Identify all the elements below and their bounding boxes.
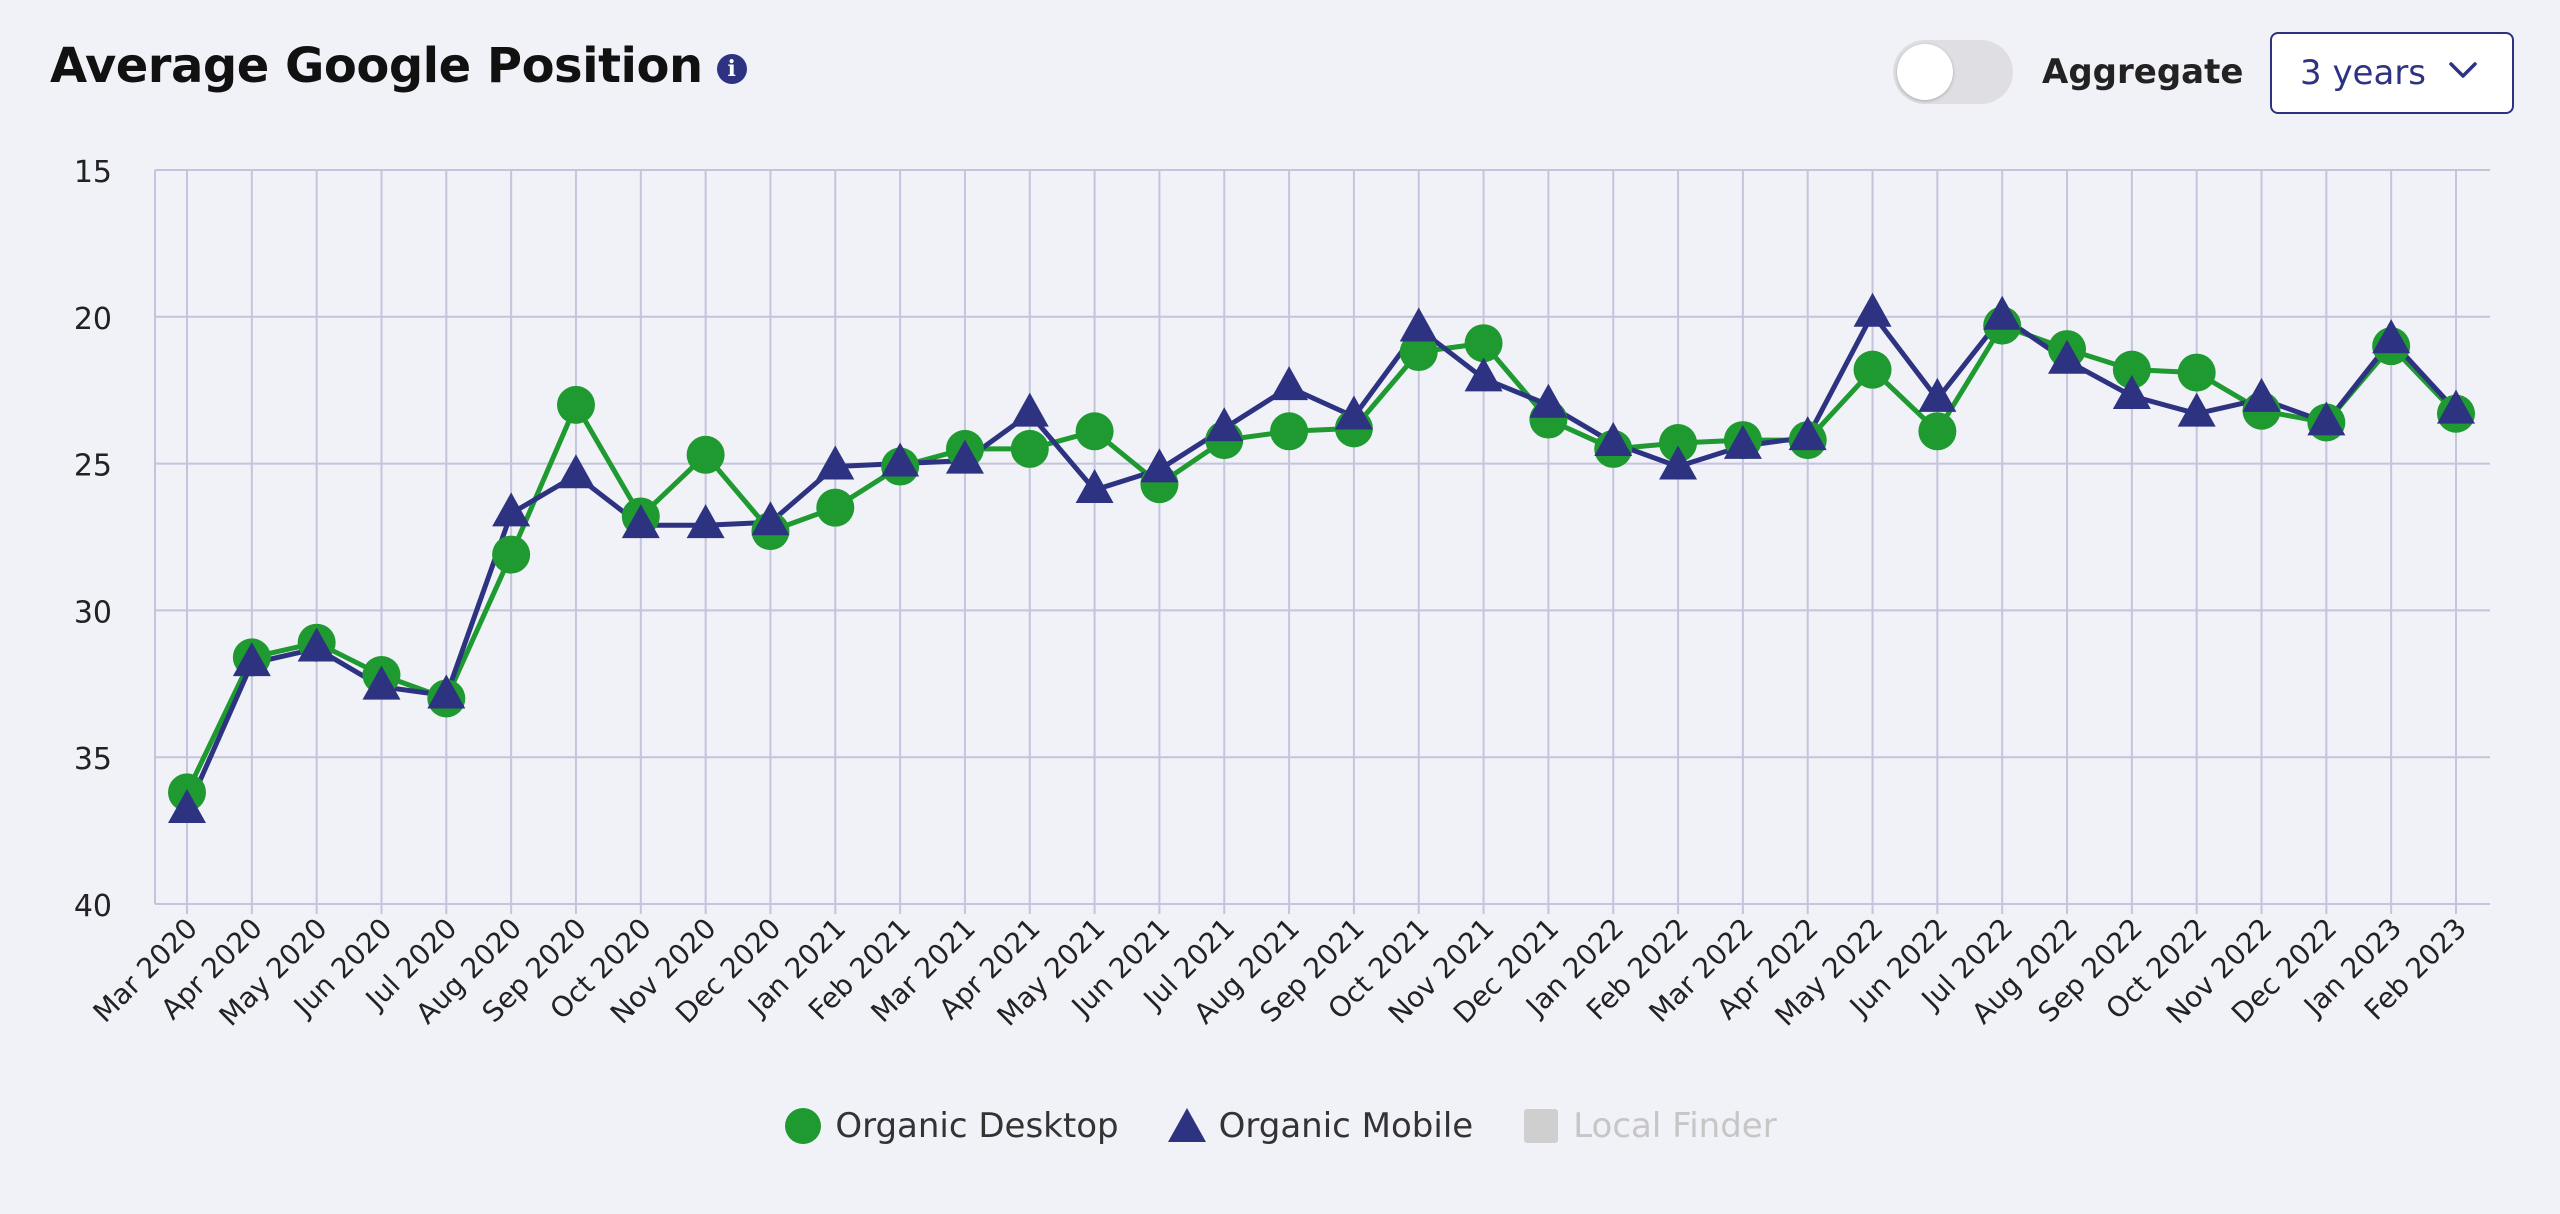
desktop-point	[1270, 412, 1309, 451]
triangle-marker-icon	[1167, 1108, 1206, 1142]
desktop-point	[556, 385, 595, 424]
mobile-point	[232, 642, 271, 677]
mobile-point	[2112, 374, 2151, 409]
mobile-point	[1918, 377, 1957, 412]
mobile-point	[1659, 445, 1698, 480]
desktop-point	[816, 488, 855, 527]
mobile-point	[2437, 389, 2475, 424]
mobile-point	[1529, 383, 1568, 418]
toggle-knob	[1897, 44, 1953, 100]
page-title: Average Google Position	[50, 38, 703, 94]
mobile-point	[1270, 366, 1309, 401]
mobile-point	[1464, 357, 1503, 392]
mobile-point	[881, 442, 920, 477]
mobile-point	[2242, 377, 2281, 412]
time-range-value: 3 years	[2300, 53, 2427, 93]
desktop-point	[1918, 412, 1957, 451]
mobile-point	[1205, 407, 1244, 442]
y-tick-label: 20	[74, 302, 112, 337]
desktop-point	[1075, 412, 1114, 451]
mobile-point	[362, 665, 401, 700]
desktop-point	[2112, 350, 2151, 389]
y-tick-label: 30	[74, 595, 112, 630]
legend-label: Organic Desktop	[835, 1106, 1119, 1146]
desktop-point	[1010, 429, 1049, 468]
mobile-point	[1075, 468, 1114, 503]
y-tick-label: 15	[74, 155, 112, 190]
legend-label: Organic Mobile	[1218, 1106, 1474, 1146]
aggregate-label: Aggregate	[2042, 52, 2244, 92]
mobile-point	[168, 788, 206, 823]
mobile-point	[2177, 392, 2216, 427]
mobile-point	[1010, 392, 1049, 427]
y-tick-label: 40	[74, 889, 112, 924]
mobile-point	[1594, 421, 1633, 456]
desktop-point	[1853, 350, 1892, 389]
mobile-point	[1334, 395, 1373, 430]
mobile-point	[1983, 295, 2022, 330]
legend-item-organic-desktop[interactable]: Organic Desktop	[783, 1106, 1119, 1146]
desktop-point	[686, 435, 725, 474]
legend-item-organic-mobile[interactable]: Organic Mobile	[1167, 1106, 1474, 1146]
mobile-point	[556, 454, 595, 489]
mobile-point	[2048, 339, 2087, 374]
circle-marker-icon	[785, 1108, 822, 1144]
mobile-point	[2307, 401, 2346, 436]
chevron-down-icon	[2449, 62, 2477, 78]
mobile-point	[686, 504, 725, 539]
mobile-point	[427, 674, 466, 709]
desktop-point	[492, 535, 531, 574]
mobile-point	[1399, 307, 1438, 342]
aggregate-toggle[interactable]	[1893, 40, 2013, 104]
mobile-point	[1140, 448, 1179, 483]
desktop-point	[1399, 333, 1438, 372]
info-icon[interactable]: i	[716, 54, 747, 84]
legend-label: Local Finder	[1573, 1106, 1777, 1146]
mobile-point	[945, 439, 984, 474]
chart-legend: Organic Desktop Organic Mobile Local Fin…	[0, 1106, 2560, 1146]
mobile-point	[1853, 292, 1892, 327]
mobile-point	[2372, 319, 2411, 354]
mobile-point	[492, 492, 531, 527]
desktop-point	[1659, 424, 1698, 463]
y-tick-label: 35	[74, 742, 112, 777]
legend-item-local-finder[interactable]: Local Finder	[1521, 1106, 1777, 1146]
y-tick-label: 25	[74, 449, 112, 484]
mobile-point	[1723, 424, 1762, 459]
mobile-point	[621, 504, 660, 539]
mobile-point	[1788, 416, 1827, 451]
mobile-point	[751, 501, 790, 536]
desktop-point	[1464, 324, 1503, 363]
desktop-point	[2177, 353, 2216, 392]
mobile-point	[816, 445, 855, 480]
mobile-point	[297, 627, 336, 662]
chart-header: Average Google Position i	[50, 38, 747, 94]
time-range-select[interactable]: 3 years	[2270, 32, 2514, 114]
square-marker-icon	[1524, 1109, 1559, 1143]
